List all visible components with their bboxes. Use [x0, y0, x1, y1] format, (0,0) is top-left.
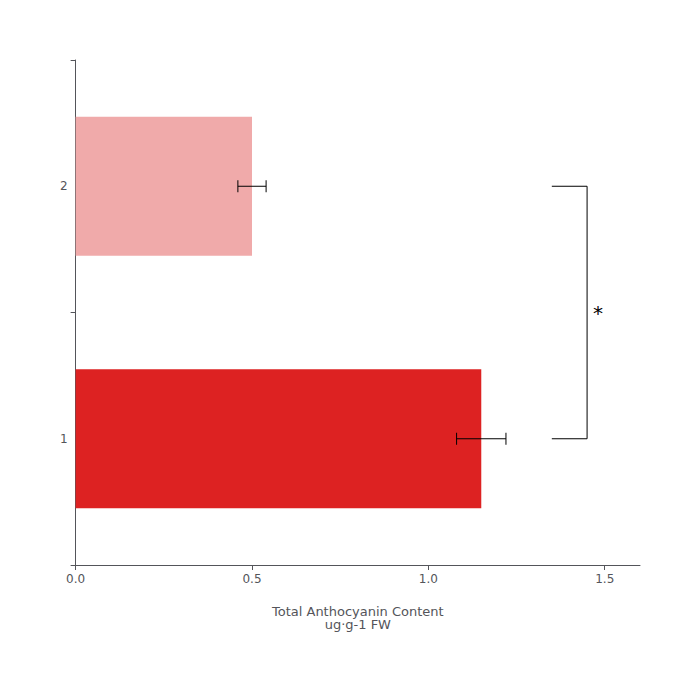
svg-text:1.5: 1.5 — [595, 572, 614, 586]
svg-text:1.0: 1.0 — [419, 572, 438, 586]
svg-text:1: 1 — [60, 432, 68, 446]
svg-text:Total Anthocyanin Content: Total Anthocyanin Content — [272, 604, 444, 619]
svg-text:*: * — [593, 301, 603, 325]
svg-text:0.5: 0.5 — [242, 572, 261, 586]
svg-text:0.0: 0.0 — [66, 572, 85, 586]
svg-text:ug·g-1 FW: ug·g-1 FW — [325, 617, 391, 632]
svg-text:2: 2 — [60, 179, 68, 193]
